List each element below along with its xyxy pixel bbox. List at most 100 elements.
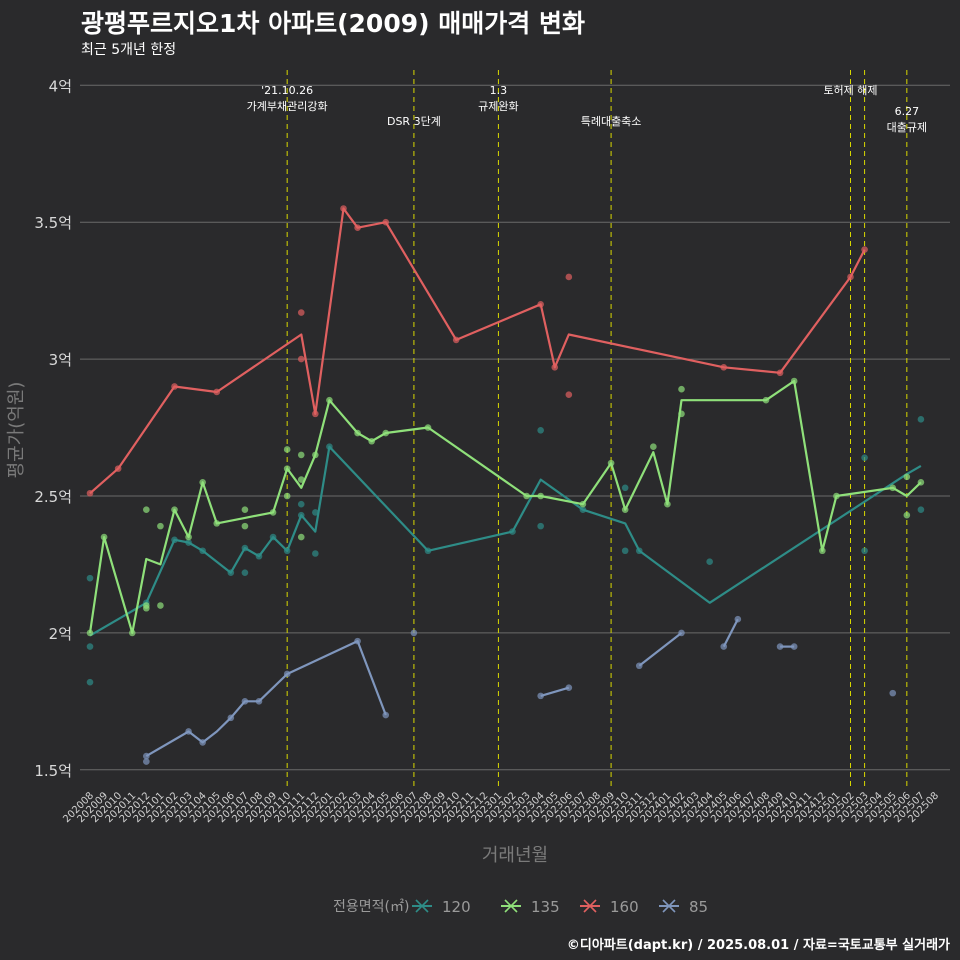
- data-point-160: [382, 218, 390, 226]
- data-point-135: [889, 484, 897, 492]
- data-point-160: [537, 301, 544, 308]
- data-point-85: [734, 615, 742, 623]
- data-point-135: [326, 396, 333, 404]
- data-point-85: [720, 643, 728, 650]
- y-tick-label: 2억: [49, 625, 72, 643]
- data-point-85: [790, 643, 798, 650]
- data-point-160: [340, 205, 347, 212]
- series-layer: [88, 207, 922, 758]
- data-point-120: [917, 416, 925, 423]
- data-point-160: [171, 383, 178, 390]
- chart-caption: ©디아파트(dapt.kr) / 2025.08.01 / 자료=국토교통부 실…: [566, 938, 950, 953]
- event-label: 6.27: [895, 105, 920, 118]
- data-point-160: [297, 355, 305, 363]
- data-point-135: [650, 443, 657, 451]
- event-label: 1.3: [490, 84, 508, 97]
- data-point-135: [199, 479, 206, 486]
- data-point-120: [185, 539, 192, 546]
- data-point-85: [889, 689, 897, 697]
- series-line-85: [722, 618, 739, 648]
- data-point-120: [621, 547, 629, 555]
- data-point-120: [297, 500, 305, 508]
- series-line-85: [145, 639, 387, 758]
- data-point-135: [621, 506, 629, 513]
- grid-layer: 1.5억 2억 2.5억 3억 3.5억 4억: [34, 77, 950, 780]
- data-point-160: [213, 388, 221, 396]
- data-point-135: [241, 506, 249, 513]
- data-point-120: [861, 454, 868, 461]
- data-point-85: [537, 692, 544, 700]
- data-point-135: [297, 476, 305, 483]
- legend-label: 160: [610, 898, 639, 916]
- chart-subtitle: 최근 5개년 한정: [81, 42, 177, 58]
- legend-key-cross: [583, 899, 597, 913]
- data-point-120: [706, 558, 713, 566]
- data-point-160: [452, 336, 460, 344]
- data-point-135: [523, 492, 530, 500]
- data-point-135: [283, 465, 291, 472]
- series-line-85: [540, 686, 570, 697]
- data-point-160: [847, 273, 854, 281]
- data-point-85: [241, 698, 249, 705]
- data-point-135: [128, 629, 136, 637]
- data-point-135: [157, 602, 164, 609]
- data-point-120: [326, 443, 333, 451]
- data-point-135: [903, 473, 911, 481]
- data-point-120: [424, 547, 432, 555]
- data-point-135: [833, 492, 840, 500]
- data-point-120: [171, 536, 178, 544]
- event-label: '21.10.26: [261, 84, 313, 97]
- data-point-135: [297, 451, 305, 459]
- data-point-135: [424, 424, 432, 431]
- data-point-120: [199, 547, 206, 555]
- y-axis-label: 평균가(억원): [6, 382, 27, 479]
- y-tick-label: 3.5억: [34, 214, 72, 232]
- data-point-135: [678, 385, 685, 393]
- data-point-85: [382, 711, 390, 719]
- data-point-160: [720, 364, 728, 371]
- x-axis-label: 거래년월: [482, 845, 548, 866]
- legend-key-cross: [662, 899, 676, 913]
- data-point-135: [283, 446, 291, 453]
- event-label: 대출규제: [887, 121, 927, 134]
- legend-title: 전용면적(㎡): [333, 899, 409, 915]
- data-point-135: [382, 429, 390, 437]
- data-point-120: [312, 509, 319, 516]
- series-line-120: [89, 445, 922, 637]
- data-point-135: [241, 522, 249, 530]
- event-label: 가계부채관리강화: [247, 100, 328, 113]
- data-point-135: [819, 547, 826, 555]
- event-label: 규제완화: [478, 100, 518, 113]
- data-point-85: [283, 670, 291, 678]
- data-point-120: [537, 426, 544, 434]
- data-point-120: [269, 533, 277, 541]
- data-point-120: [579, 506, 587, 513]
- data-point-120: [312, 550, 319, 557]
- data-point-135: [579, 500, 587, 508]
- data-point-85: [227, 714, 235, 722]
- legend: 전용면적(㎡) 120 135 160 85: [333, 898, 708, 916]
- series-line-160: [89, 207, 866, 495]
- data-point-135: [354, 429, 361, 437]
- y-tick-label: 4억: [49, 77, 72, 95]
- data-point-135: [185, 533, 192, 541]
- data-point-135: [143, 604, 150, 612]
- data-point-135: [213, 520, 221, 527]
- data-point-120: [283, 547, 291, 555]
- data-point-120: [241, 544, 249, 552]
- data-point-85: [565, 684, 573, 691]
- event-label: 특례대출축소: [581, 115, 642, 128]
- data-point-120: [537, 522, 544, 530]
- data-point-135: [664, 500, 671, 508]
- data-point-120: [255, 552, 263, 560]
- data-point-120: [86, 574, 94, 582]
- data-point-135: [678, 410, 685, 418]
- data-point-160: [776, 369, 784, 377]
- event-label: 토허제 해제: [823, 83, 877, 97]
- event-label: DSR 3단계: [387, 115, 441, 128]
- data-point-135: [157, 522, 164, 530]
- data-point-120: [917, 506, 925, 513]
- data-point-120: [227, 569, 235, 576]
